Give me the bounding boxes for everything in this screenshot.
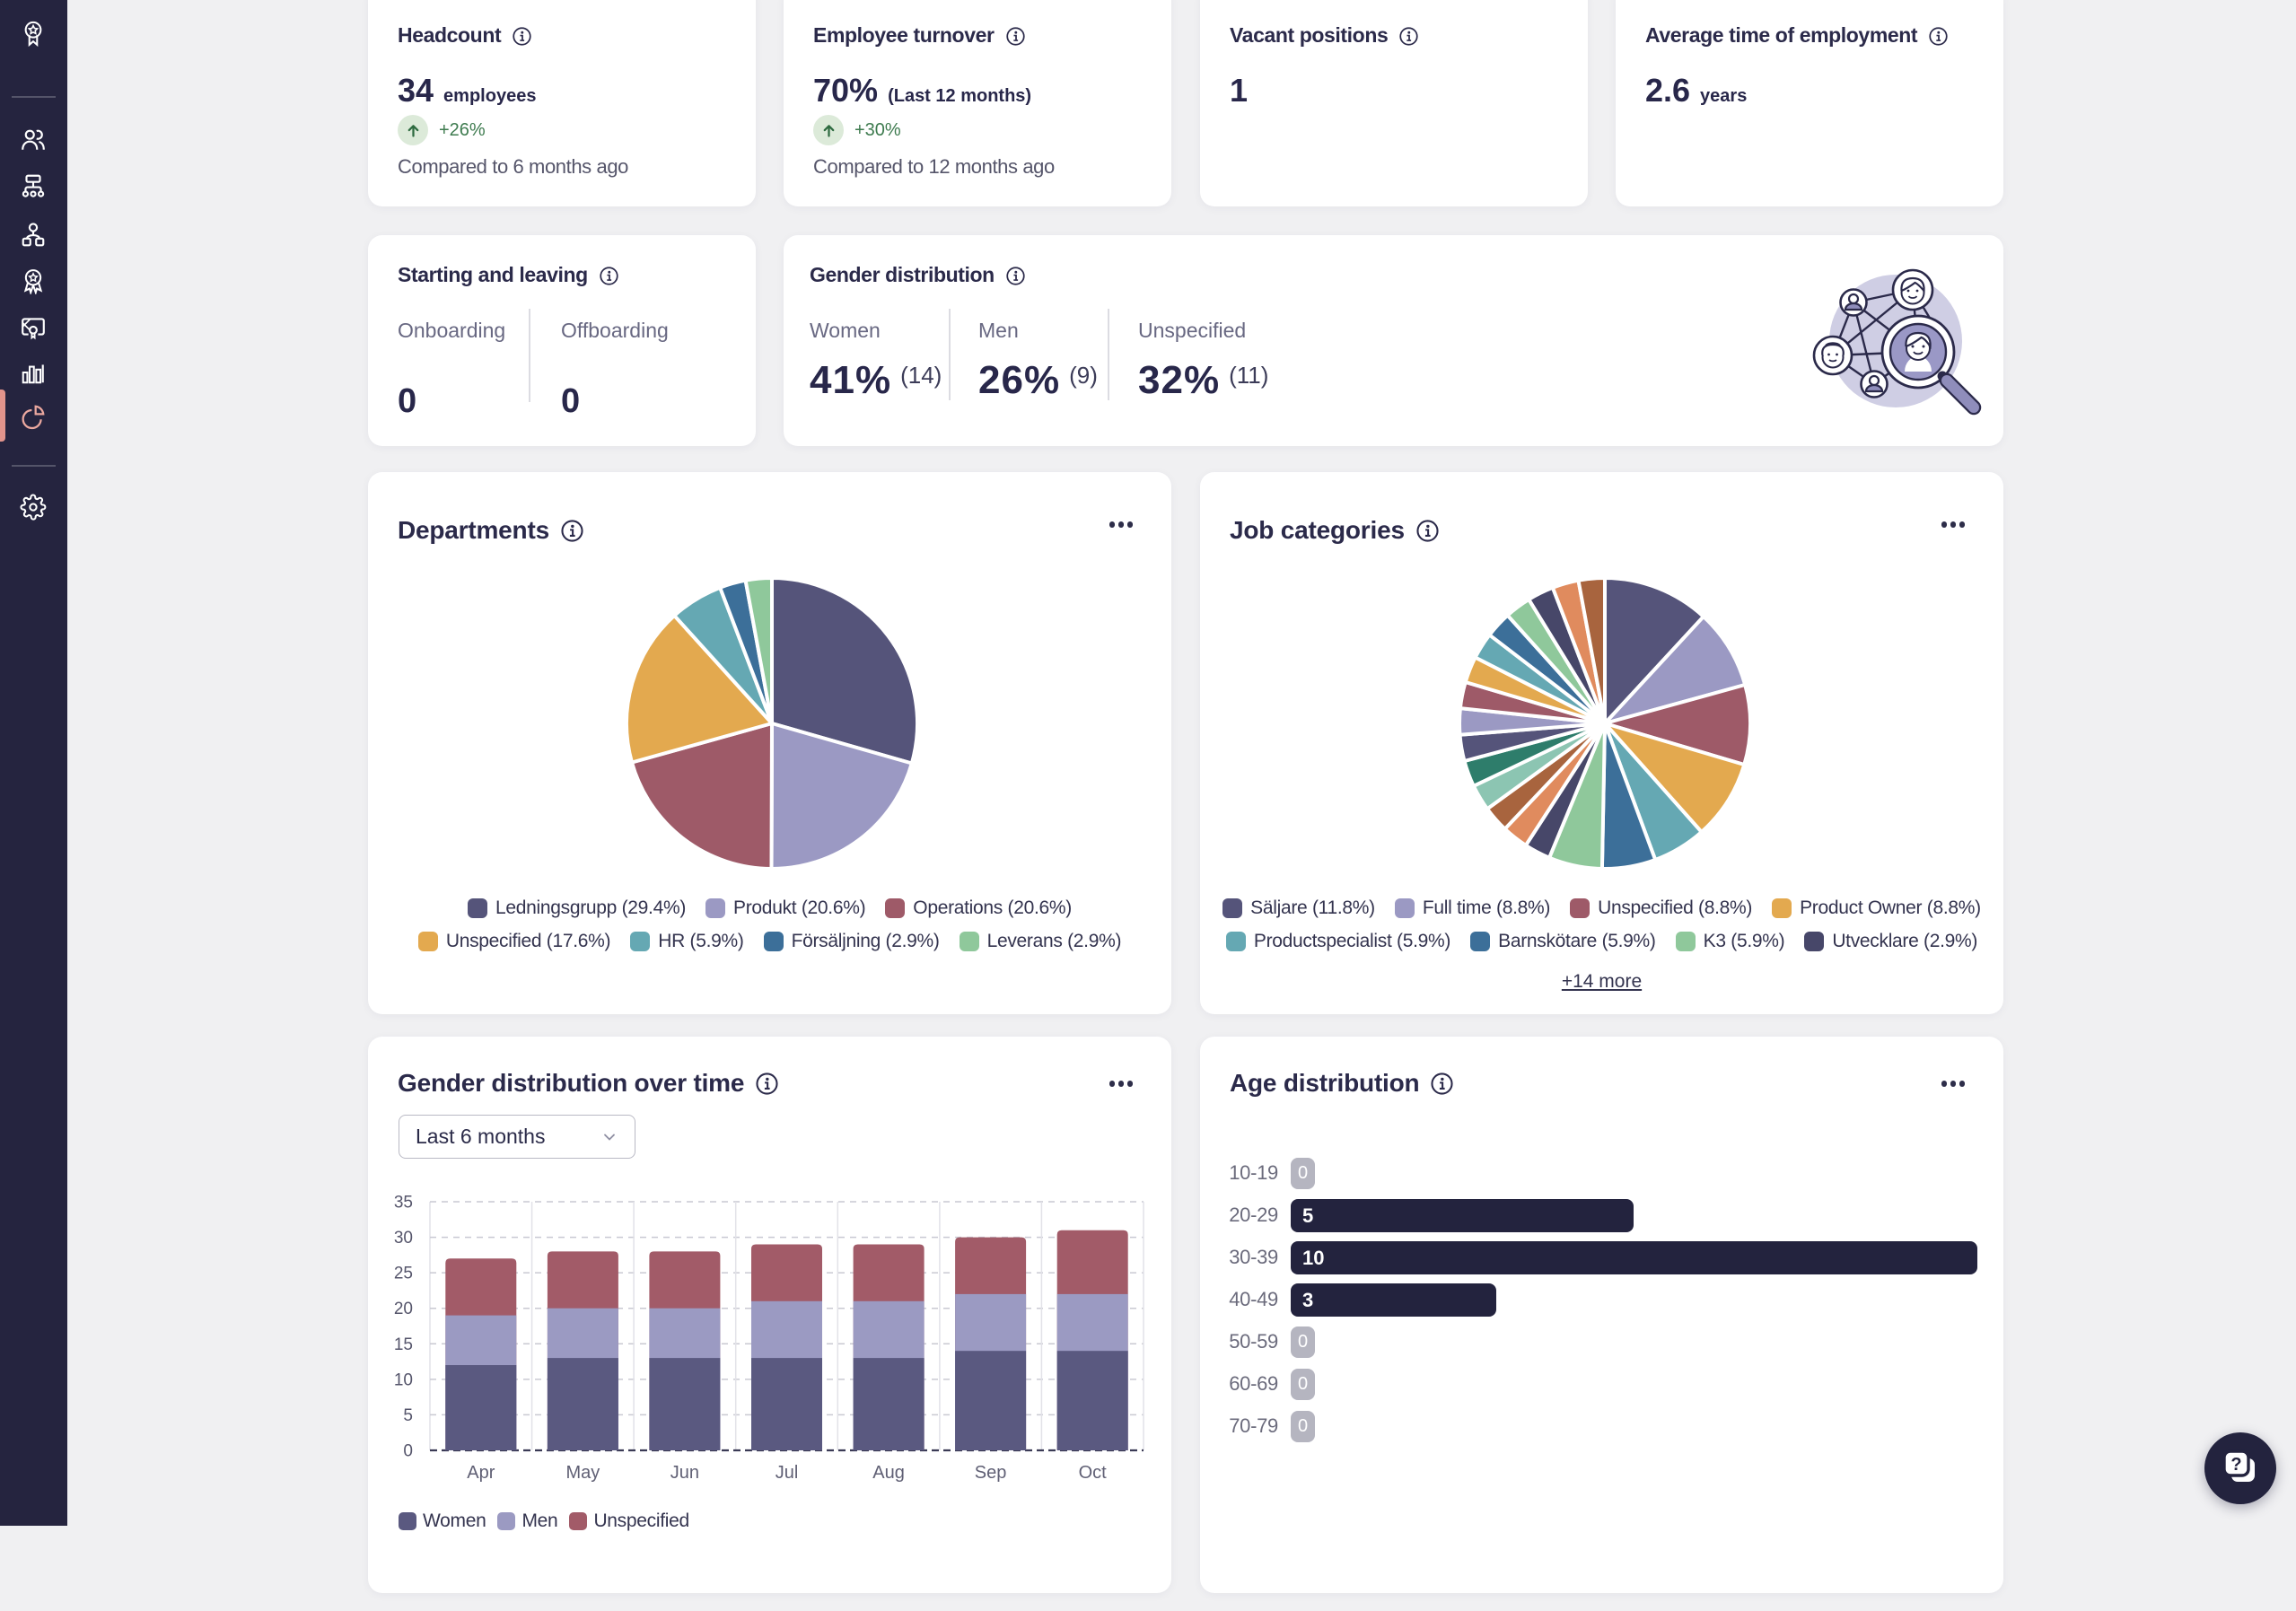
svg-text:Oct: Oct — [1079, 1463, 1108, 1483]
svg-text:10: 10 — [394, 1370, 413, 1389]
svg-text:Apr: Apr — [467, 1463, 495, 1483]
svg-text:25: 25 — [394, 1265, 413, 1283]
svg-text:Sep: Sep — [975, 1463, 1007, 1483]
svg-text:20: 20 — [394, 1300, 413, 1318]
svg-text:15: 15 — [394, 1335, 413, 1354]
svg-text:?: ? — [2230, 1455, 2241, 1475]
svg-text:Jul: Jul — [776, 1463, 799, 1483]
svg-text:Aug: Aug — [872, 1463, 905, 1483]
svg-text:5: 5 — [403, 1406, 413, 1425]
svg-text:35: 35 — [394, 1194, 413, 1213]
svg-text:30: 30 — [394, 1229, 413, 1248]
svg-text:Jun: Jun — [670, 1463, 699, 1483]
svg-text:May: May — [566, 1463, 600, 1483]
svg-text:0: 0 — [403, 1442, 413, 1461]
